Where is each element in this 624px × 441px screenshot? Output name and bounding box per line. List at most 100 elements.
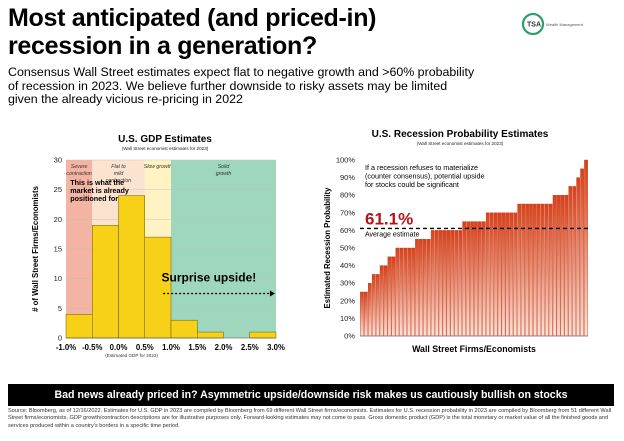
recession-bar-33	[489, 212, 494, 337]
recession-bar-9	[395, 247, 400, 337]
recession-bar-52	[564, 195, 569, 337]
recession-ytick-0: 0%	[344, 332, 355, 341]
recession-bar-25	[458, 230, 463, 337]
recession-bar-0	[360, 291, 364, 337]
gdp-bar-0	[65, 314, 93, 339]
recession-chart-title: U.S. Recession Probability Estimates	[371, 129, 549, 140]
recession-bar-11	[403, 247, 408, 337]
recession-ytick-60: 60%	[340, 226, 355, 235]
recession-bar-37	[505, 212, 510, 337]
recession-ytick-90: 90%	[340, 173, 355, 182]
recession-bar-15	[419, 238, 423, 337]
gdp-ytick-10: 10	[54, 274, 62, 283]
recession-bar-32	[485, 212, 490, 337]
recession-ytick-100: 100%	[336, 156, 356, 165]
recession-bar-55	[576, 177, 580, 337]
recession-bar-43	[529, 203, 533, 337]
recession-bar-16	[423, 238, 427, 337]
gdp-region-label-3: Solid	[218, 164, 231, 170]
recession-bar-2	[368, 282, 372, 337]
gdp-xtick-8: 3.0%	[267, 343, 285, 352]
gdp-chart-subtitle: (Wall Street economist estimates for 202…	[121, 146, 209, 151]
page-subtitle: Consensus Wall Street estimates expect f…	[8, 65, 475, 106]
gdp-region-label-0: Severe	[71, 164, 88, 170]
gdp-region-label-0: contraction	[66, 171, 91, 177]
recession-bar-10	[399, 247, 404, 337]
recession-bar-8	[391, 256, 396, 337]
recession-bar-57	[584, 159, 588, 337]
gdp-region-label-2: Slow growth	[144, 164, 172, 170]
recession-chart-subtitle: (Wall Street economist estimates for 202…	[416, 141, 504, 146]
recession-chart: 0% 10% 20% 30% 40% 50% 60% 70% 80% 90% 100% 61.1% Av…	[323, 156, 588, 354]
gdp-bar-2	[118, 195, 145, 339]
page-title: Most anticipated (and priced-in) recessi…	[8, 4, 377, 60]
gdp-positioned-annotation: This is what the	[70, 178, 124, 187]
recession-ytick-80: 80%	[340, 191, 355, 200]
recession-bar-18	[430, 230, 435, 337]
recession-bar-39	[513, 212, 518, 337]
average-value-label: 61.1%	[365, 209, 413, 228]
recession-bar-40	[517, 203, 522, 337]
gdp-xtick-5: 1.5%	[188, 343, 206, 352]
gdp-ytick-30: 30	[54, 156, 62, 165]
source-footnote: Source: Bloomberg, as of 12/16/2022. Est…	[8, 408, 612, 429]
gdp-region-label-1: Flat to	[111, 164, 126, 170]
recession-bar-5	[379, 265, 384, 337]
recession-bar-13	[411, 247, 415, 337]
recession-bar-22	[446, 230, 451, 337]
recession-bar-12	[407, 247, 411, 337]
logo-subtext: Wealth Management	[546, 22, 584, 27]
recession-bar-29	[474, 221, 478, 337]
company-logo: TSA Wealth Management	[522, 12, 584, 36]
recession-bar-50	[556, 195, 561, 337]
recession-bar-35	[497, 212, 502, 337]
recession-ytick-30: 30%	[340, 279, 355, 288]
conclusion-banner: Bad news already priced in? Asymmetric u…	[8, 384, 614, 406]
recession-bar-46	[540, 203, 545, 337]
recession-bar-41	[521, 203, 525, 337]
recession-bar-17	[426, 238, 431, 337]
recession-bar-51	[560, 195, 565, 337]
gdp-ytick-25: 25	[54, 185, 62, 194]
recession-bar-26	[462, 221, 466, 337]
gdp-bar-4	[170, 319, 198, 339]
gdp-positioned-annotation: positioned for	[70, 194, 118, 203]
recession-bar-56	[580, 168, 584, 337]
recession-x-label: Wall Street Firms/Economists	[412, 344, 536, 354]
gdp-y-label: # of Wall Street Firms/Economists	[31, 185, 40, 311]
recession-ytick-10: 10%	[340, 314, 355, 323]
gdp-bar-7	[249, 331, 277, 339]
gdp-xtick-1: -0.5%	[82, 343, 102, 352]
gdp-bar-5	[197, 331, 224, 339]
logo-ring-icon	[522, 12, 545, 36]
recession-bar-44	[533, 203, 537, 337]
logo-text: TSA	[527, 22, 541, 29]
recession-bar-47	[544, 203, 549, 337]
gdp-ytick-20: 20	[54, 215, 62, 224]
recession-bar-49	[552, 195, 557, 337]
recession-bar-1	[364, 291, 368, 337]
gdp-surprise-arrowhead-icon	[269, 290, 275, 297]
recession-bar-6	[383, 265, 388, 337]
recession-bar-23	[450, 230, 455, 337]
recession-note: for stocks could be significant	[365, 180, 459, 189]
recession-bar-24	[454, 230, 459, 337]
recession-bar-27	[466, 221, 470, 337]
recession-bar-30	[478, 221, 482, 337]
recession-bar-53	[568, 186, 573, 337]
gdp-xtick-4: 1.0%	[162, 343, 180, 352]
recession-note: (counter consensus), potential upside	[365, 172, 484, 181]
gdp-region-label-3: growth	[216, 171, 232, 177]
recession-bar-28	[470, 221, 474, 337]
recession-bar-31	[482, 221, 486, 337]
recession-bar-4	[375, 274, 380, 337]
recession-bar-48	[548, 203, 553, 337]
gdp-xtick-0: -1.0%	[56, 343, 76, 352]
gdp-xtick-7: 2.5%	[241, 343, 259, 352]
gdp-region-label-1: mild	[114, 171, 125, 177]
recession-bar-42	[525, 203, 529, 337]
recession-bar-54	[572, 186, 577, 337]
gdp-ytick-0: 0	[58, 334, 62, 343]
gdp-ytick-15: 15	[54, 245, 62, 254]
